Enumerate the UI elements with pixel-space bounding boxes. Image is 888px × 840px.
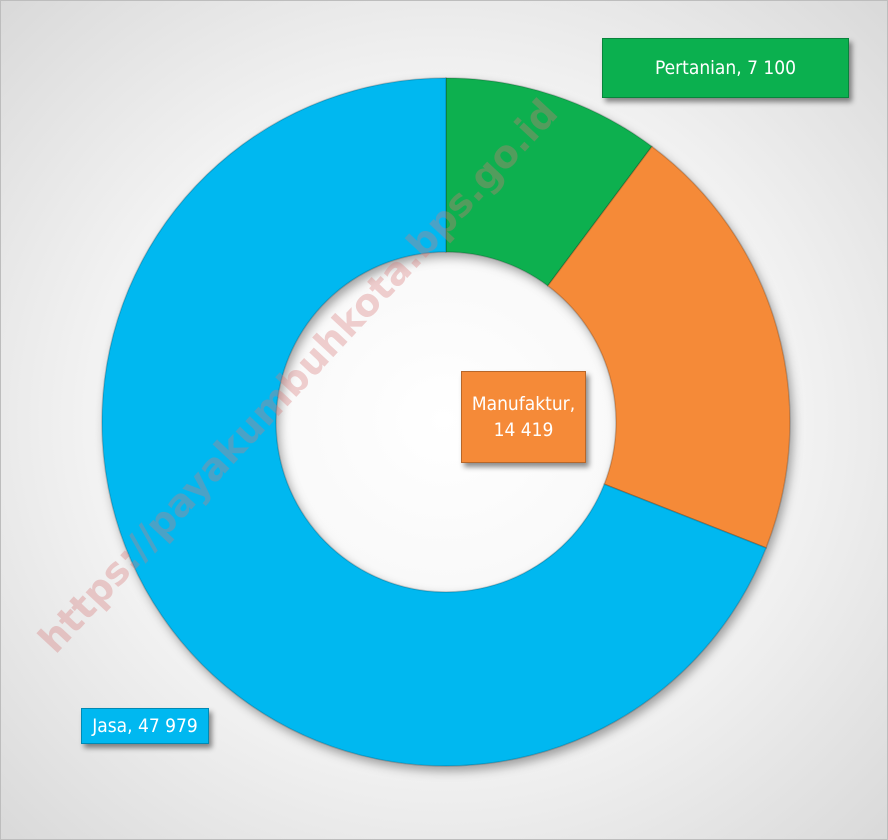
data-label: Jasa, 47 979 [81,708,209,744]
slices [101,77,791,767]
data-label: Manufaktur, 14 419 [461,371,586,463]
donut-slice [101,77,768,767]
donut-slice [546,145,791,549]
data-label: Pertanian, 7 100 [602,38,849,98]
